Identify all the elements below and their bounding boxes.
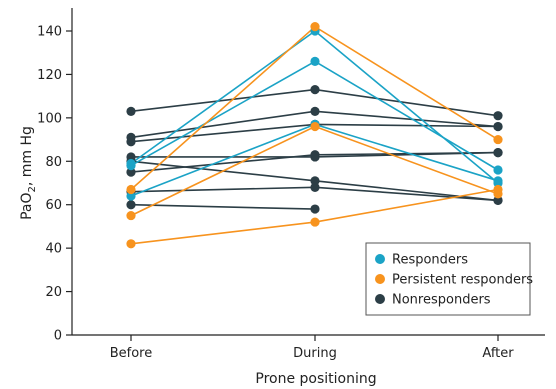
data-point [493,134,503,145]
legend-label: Persistent responders [392,273,533,288]
x-tick-label: Before [110,346,153,361]
data-point [126,161,136,171]
data-point [126,137,136,147]
data-point [493,165,503,175]
data-point [126,106,136,116]
y-tick-label: 0 [54,329,62,344]
y-axis-title: PaO2, mm Hg [19,126,38,220]
data-point [493,111,503,121]
y-axis-title-subscript: 2 [27,186,38,192]
data-point [493,121,503,132]
data-point [126,191,136,201]
y-tick-label: 80 [45,155,62,170]
data-point [310,121,320,132]
series-line [130,203,316,210]
data-point [126,167,136,177]
data-point [310,56,320,66]
data-point [126,184,136,195]
y-tick-label: 60 [45,198,62,213]
y-tick-label: 20 [45,285,62,300]
y-tick-label: 120 [37,68,62,83]
data-point [310,22,320,32]
y-tick-label: 40 [45,242,62,257]
data-point [310,204,320,214]
legend-marker [375,254,385,264]
data-point [493,148,503,158]
x-tick-label: After [482,346,514,361]
data-point [126,239,136,249]
legend-marker [375,274,385,284]
data-point [493,184,503,195]
y-axis-ticks: 0 20 40 60 80 100 120 140 [37,25,72,344]
series-line [130,188,499,245]
legend-box [365,242,531,316]
data-point [310,182,320,192]
x-axis-ticks: Before During After [110,335,514,361]
legend-label: Nonresponders [392,293,491,308]
series-points [126,22,503,249]
y-tick-label: 140 [37,25,62,40]
y-tick-label: 100 [37,111,62,126]
legend-marker [375,294,385,304]
legend-label: Responders [392,253,468,268]
data-point [310,150,320,160]
y-axis-title-main: PaO [19,193,35,220]
x-axis-title: Prone positioning [255,371,376,387]
data-point [493,195,503,205]
legend: Responders Persistent responders Nonrespon… [365,242,533,316]
data-point [310,217,320,227]
data-point [126,200,136,210]
data-point [493,176,503,186]
data-point [126,210,136,221]
x-tick-label: During [293,346,337,361]
legend-items: Responders Persistent responders Nonrespon… [375,253,533,308]
data-point [310,106,320,116]
data-point [310,85,320,95]
data-point [310,176,320,186]
y-axis-title-suffix: , mm Hg [19,126,35,186]
